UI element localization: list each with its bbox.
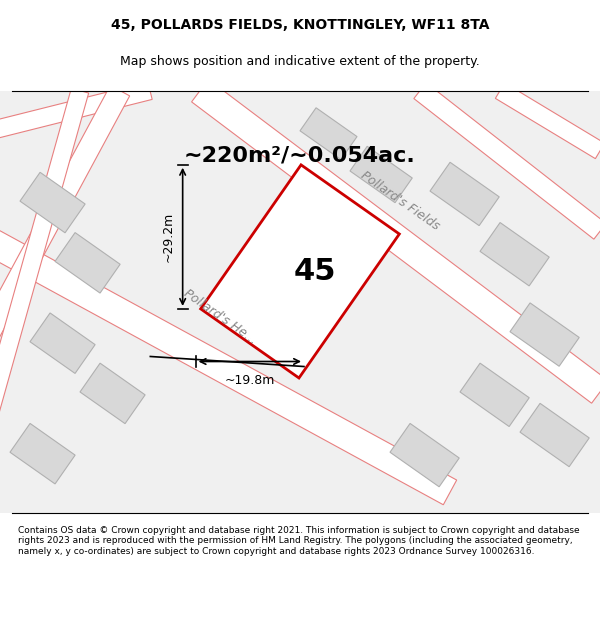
FancyBboxPatch shape [520, 403, 589, 467]
FancyBboxPatch shape [350, 146, 412, 202]
Text: ~19.8m: ~19.8m [224, 374, 275, 386]
FancyBboxPatch shape [390, 423, 459, 487]
FancyBboxPatch shape [80, 363, 145, 424]
FancyBboxPatch shape [0, 91, 600, 512]
Text: Pollard's He...: Pollard's He... [181, 287, 259, 346]
Polygon shape [191, 79, 600, 403]
Text: Pollard's Fields: Pollard's Fields [358, 169, 442, 233]
Text: Map shows position and indicative extent of the property.: Map shows position and indicative extent… [120, 55, 480, 68]
FancyBboxPatch shape [430, 162, 499, 226]
Polygon shape [0, 229, 457, 505]
Text: ~220m²/~0.054ac.: ~220m²/~0.054ac. [184, 146, 416, 166]
FancyBboxPatch shape [30, 313, 95, 373]
Text: 45: 45 [294, 257, 336, 286]
FancyBboxPatch shape [480, 222, 549, 286]
FancyBboxPatch shape [510, 303, 579, 366]
Text: 45, POLLARDS FIELDS, KNOTTINGLEY, WF11 8TA: 45, POLLARDS FIELDS, KNOTTINGLEY, WF11 8… [111, 18, 489, 32]
FancyBboxPatch shape [10, 423, 75, 484]
Polygon shape [0, 88, 89, 414]
Polygon shape [0, 86, 130, 337]
Text: Contains OS data © Crown copyright and database right 2021. This information is : Contains OS data © Crown copyright and d… [18, 526, 580, 556]
Polygon shape [414, 82, 600, 239]
FancyBboxPatch shape [55, 232, 120, 293]
FancyBboxPatch shape [460, 363, 529, 426]
FancyBboxPatch shape [200, 165, 400, 378]
FancyBboxPatch shape [20, 173, 85, 232]
Text: ~29.2m: ~29.2m [161, 212, 175, 262]
Polygon shape [0, 82, 152, 139]
FancyBboxPatch shape [300, 107, 357, 159]
Polygon shape [496, 83, 600, 159]
